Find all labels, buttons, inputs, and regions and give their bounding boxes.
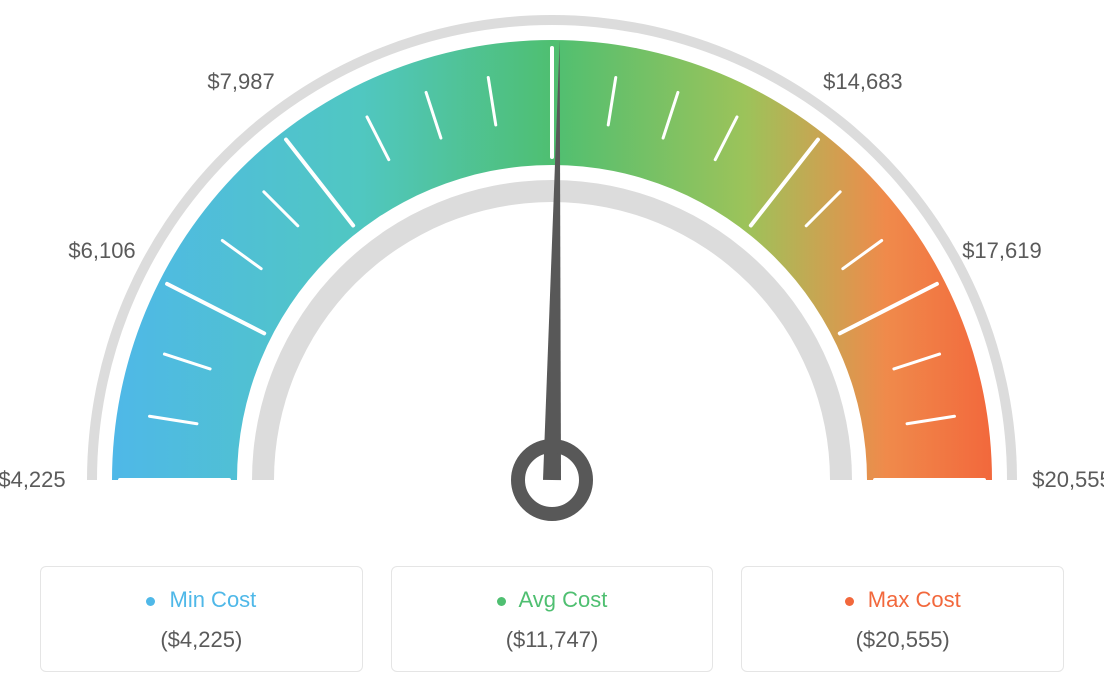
min-cost-value: ($4,225) bbox=[51, 627, 352, 653]
max-cost-title: Max Cost bbox=[752, 587, 1053, 613]
gauge-tick-label: $7,987 bbox=[207, 69, 274, 95]
min-cost-title: Min Cost bbox=[51, 587, 352, 613]
cost-gauge-chart: $4,225$6,106$7,987$11,747$14,683$17,619$… bbox=[0, 0, 1104, 550]
avg-cost-title-text: Avg Cost bbox=[519, 587, 608, 612]
max-cost-value: ($20,555) bbox=[752, 627, 1053, 653]
gauge-svg bbox=[0, 0, 1104, 550]
min-cost-title-text: Min Cost bbox=[170, 587, 257, 612]
gauge-tick-label: $6,106 bbox=[68, 238, 135, 264]
avg-cost-title: Avg Cost bbox=[402, 587, 703, 613]
dot-icon bbox=[845, 597, 854, 606]
max-cost-card: Max Cost ($20,555) bbox=[741, 566, 1064, 672]
min-cost-card: Min Cost ($4,225) bbox=[40, 566, 363, 672]
max-cost-title-text: Max Cost bbox=[868, 587, 961, 612]
gauge-tick-label: $4,225 bbox=[0, 467, 66, 493]
dot-icon bbox=[146, 597, 155, 606]
avg-cost-card: Avg Cost ($11,747) bbox=[391, 566, 714, 672]
gauge-tick-label: $20,555 bbox=[1032, 467, 1104, 493]
stats-row: Min Cost ($4,225) Avg Cost ($11,747) Max… bbox=[40, 566, 1064, 672]
gauge-tick-label: $17,619 bbox=[962, 238, 1042, 264]
dot-icon bbox=[497, 597, 506, 606]
avg-cost-value: ($11,747) bbox=[402, 627, 703, 653]
gauge-tick-label: $14,683 bbox=[823, 69, 903, 95]
